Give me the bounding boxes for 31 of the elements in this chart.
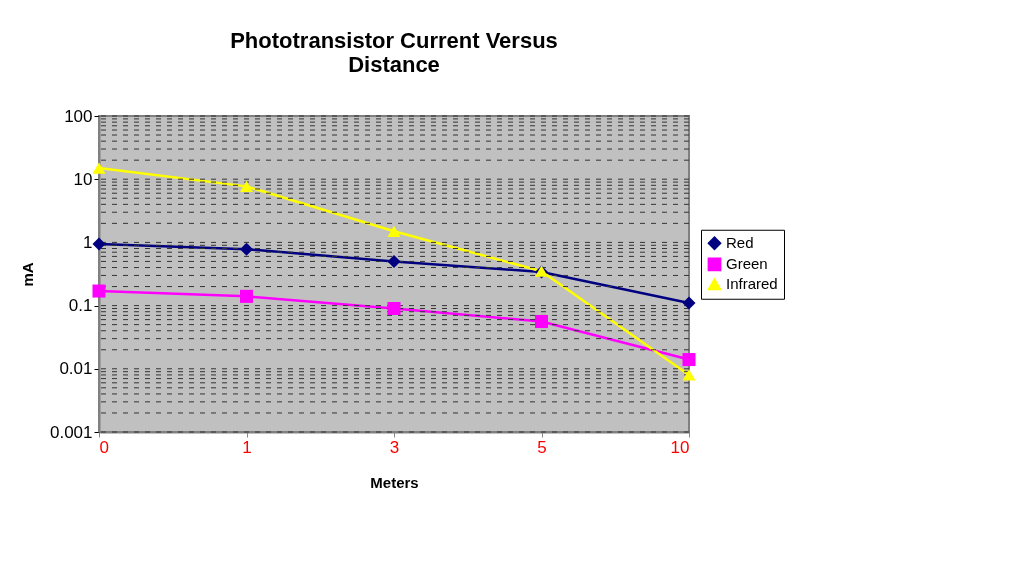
legend-label: Red (726, 234, 754, 252)
point (682, 369, 696, 381)
legend-label: Green (726, 255, 768, 273)
point (239, 180, 254, 193)
point (387, 301, 401, 316)
text: Phototransistor Current Versus (230, 28, 558, 53)
x-tick-label: 3 (389, 437, 400, 457)
legend-label: Infrared (726, 275, 778, 293)
y-tick-label: 0.01 (59, 359, 93, 379)
text: Distance (348, 52, 440, 77)
point (239, 242, 254, 256)
x-tick-label: 5 (537, 437, 547, 457)
point (387, 254, 401, 268)
point (92, 237, 106, 251)
point (239, 289, 254, 303)
y-tick-label: 1 (83, 232, 93, 252)
point (92, 284, 106, 298)
x-tick-label: 0 (99, 437, 109, 457)
point (92, 162, 106, 174)
y-tick-label: 100 (64, 106, 93, 126)
point (682, 296, 696, 310)
x-axis-title: Meters (370, 473, 419, 491)
x-tick-label: 10 (670, 437, 690, 457)
y-tick-label: 0.001 (49, 422, 93, 442)
point (682, 353, 696, 367)
y-tick-label: 0.1 (68, 296, 93, 316)
point (387, 225, 401, 237)
y-tick-label: 10 (73, 169, 93, 189)
y-axis-title: mA (18, 262, 36, 287)
x-tick-label: 1 (242, 437, 252, 457)
point (534, 315, 549, 329)
